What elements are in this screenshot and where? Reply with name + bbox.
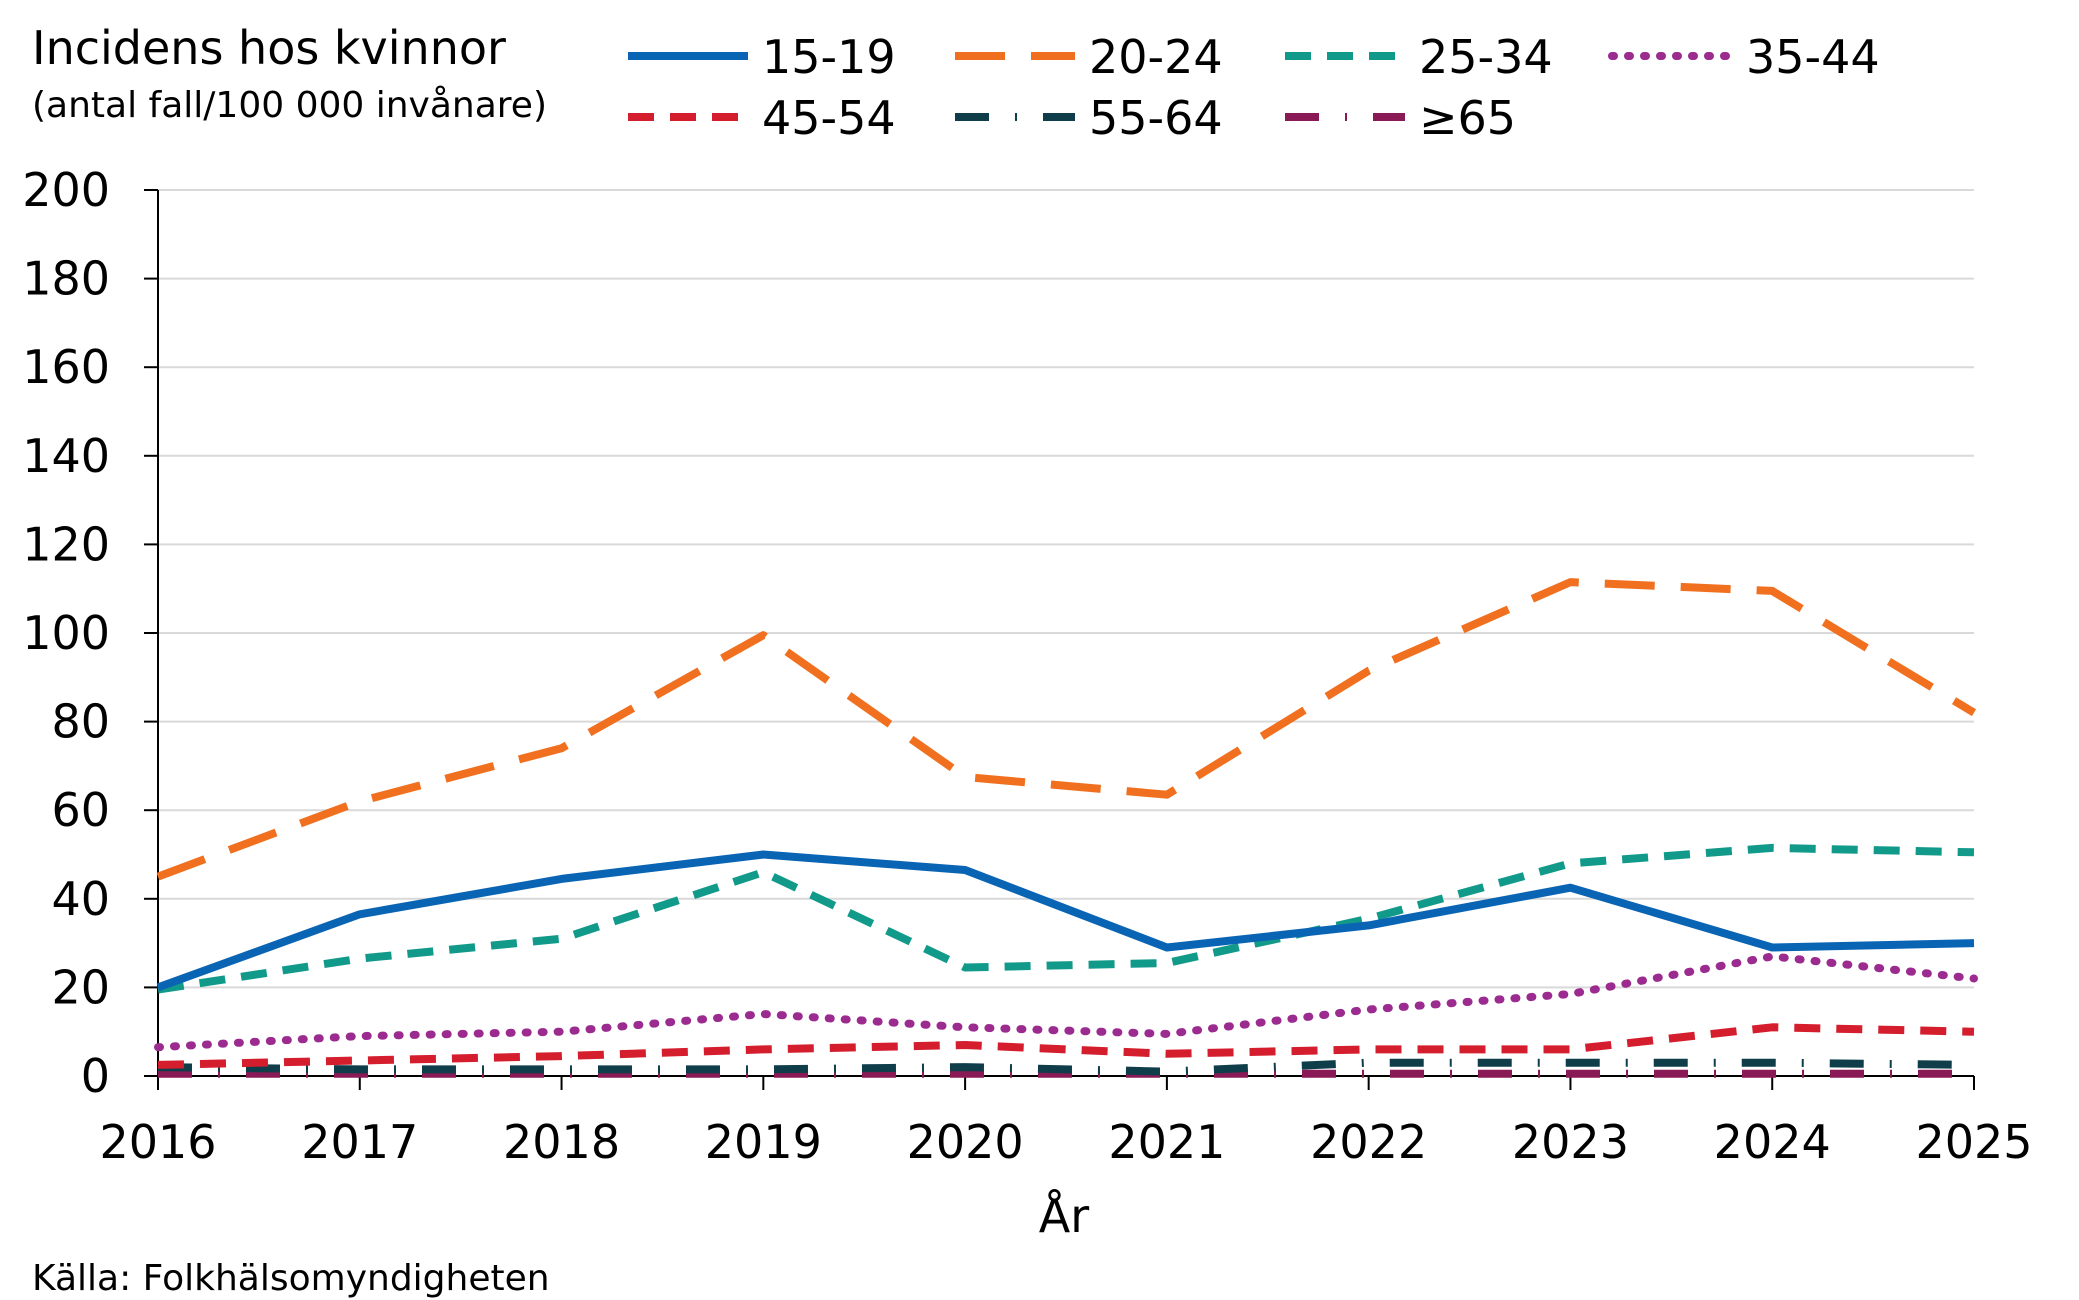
y-tick-label: 60 xyxy=(51,783,110,837)
y-tick-label: 80 xyxy=(51,695,110,749)
y-axis-ticks: 0 20 40 60 80 100 120 140 160 180 200 xyxy=(22,163,158,1103)
x-axis-label: År xyxy=(1039,1189,1089,1243)
legend-label: 45-54 xyxy=(762,91,896,145)
x-tick-label: 2019 xyxy=(705,1115,822,1169)
y-tick-label: 0 xyxy=(81,1049,110,1103)
series-line-25-34 xyxy=(157,843,1975,994)
x-tick-label: 2018 xyxy=(503,1115,620,1169)
y-tick-label: 140 xyxy=(22,429,110,483)
x-axis-ticks: 2016 2017 2018 2019 2020 2021 2022 2023 2024 2025 xyxy=(99,1076,2033,1169)
legend-label: ≥65 xyxy=(1419,91,1516,145)
y-tick-label: 180 xyxy=(22,252,110,306)
x-tick-label: 2023 xyxy=(1512,1115,1629,1169)
legend-label: 25-34 xyxy=(1419,30,1553,84)
gridlines xyxy=(158,189,1974,989)
y-tick-label: 200 xyxy=(22,163,110,217)
series-line-55-64 xyxy=(157,1058,1975,1076)
chart-subtitle: (antal fall/100 000 invånare) xyxy=(32,85,547,126)
x-tick-label: 2021 xyxy=(1108,1115,1225,1169)
series-line-15-19 xyxy=(156,850,1975,992)
chart-title: Incidens hos kvinnor xyxy=(32,21,506,75)
series-line-35-44 xyxy=(154,952,1978,1052)
y-tick-label: 20 xyxy=(51,960,110,1014)
x-tick-label: 2025 xyxy=(1915,1115,2032,1169)
y-tick-label: 160 xyxy=(22,340,110,394)
legend-label: 55-64 xyxy=(1089,91,1223,145)
series-lines xyxy=(154,578,1978,1078)
legend: 15-19 20-24 25-34 35-44 45-54 55-64 ≥65 xyxy=(628,30,1880,145)
series-line-45-54 xyxy=(157,1023,1975,1069)
y-tick-label: 100 xyxy=(22,606,110,660)
legend-label: 20-24 xyxy=(1089,30,1223,84)
x-tick-label: 2017 xyxy=(301,1115,418,1169)
x-tick-label: 2016 xyxy=(99,1115,216,1169)
legend-label: 35-44 xyxy=(1746,30,1880,84)
legend-label: 15-19 xyxy=(762,30,896,84)
x-tick-label: 2022 xyxy=(1310,1115,1427,1169)
source-note: Källa: Folkhälsomyndigheten xyxy=(32,1258,550,1299)
y-tick-label: 40 xyxy=(51,872,110,926)
series-line-20-24 xyxy=(156,578,1977,881)
x-tick-label: 2020 xyxy=(907,1115,1024,1169)
x-tick-label: 2024 xyxy=(1714,1115,1831,1169)
y-tick-label: 120 xyxy=(22,517,110,571)
